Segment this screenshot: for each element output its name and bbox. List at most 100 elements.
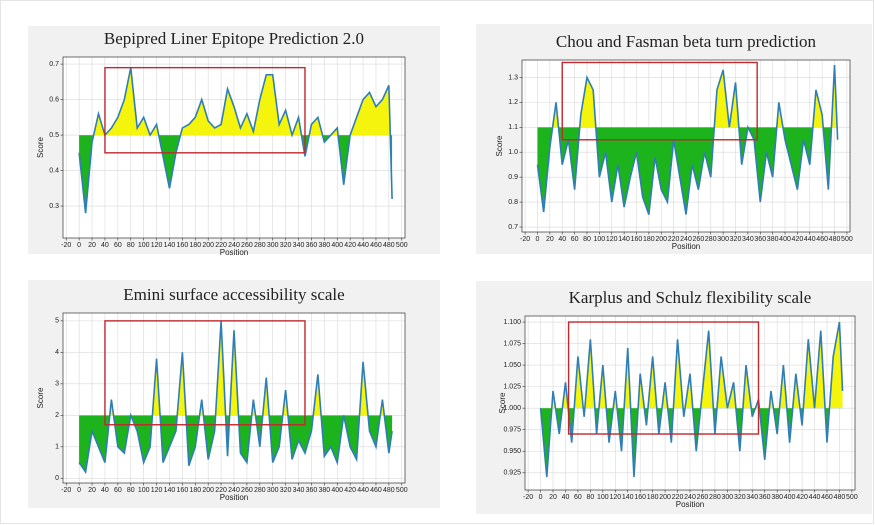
x-tick-label: 100 — [138, 487, 150, 494]
x-tick-label: 400 — [784, 494, 796, 501]
x-tick-label: 500 — [846, 494, 858, 501]
x-tick-label: 180 — [643, 236, 655, 243]
x-tick-label: 220 — [215, 242, 227, 249]
y-tick-label: 1.000 — [503, 405, 521, 412]
y-tick-label: 0.925 — [503, 470, 521, 477]
y-tick-label: 3 — [55, 381, 59, 388]
x-tick-label: 500 — [841, 236, 853, 243]
x-tick-label: 420 — [344, 242, 356, 249]
highlight-box — [104, 320, 306, 426]
x-tick-label: 140 — [622, 494, 634, 501]
x-axis-label: Position — [220, 493, 248, 502]
x-tick-label: 200 — [655, 236, 667, 243]
line — [78, 320, 393, 475]
x-tick-label: 340 — [293, 242, 305, 249]
x-tick-label: 460 — [370, 487, 382, 494]
x-tick-label: 440 — [357, 487, 369, 494]
x-tick-label: 320 — [730, 236, 742, 243]
x-tick-label: 460 — [821, 494, 833, 501]
y-tick-label: 0.7 — [508, 224, 518, 231]
x-tick-label: 100 — [594, 236, 606, 243]
x-tick-label: 240 — [228, 242, 240, 249]
x-tick-label: 260 — [693, 236, 705, 243]
x-tick-label: 340 — [293, 487, 305, 494]
x-tick-label: 320 — [734, 494, 746, 501]
x-tick-label: 300 — [267, 242, 279, 249]
x-tick-label: 280 — [705, 236, 717, 243]
x-tick-label: -20 — [61, 242, 71, 249]
x-tick-label: 60 — [114, 487, 122, 494]
y-tick-label: 1.100 — [503, 319, 521, 326]
x-tick-label: 280 — [254, 487, 266, 494]
x-tick-label: 20 — [88, 487, 96, 494]
x-tick-label: -20 — [523, 494, 533, 501]
x-tick-label: 420 — [344, 487, 356, 494]
y-tick-label: 1.025 — [503, 383, 521, 390]
y-axis-label: Score — [36, 137, 45, 158]
y-tick-label: 2 — [55, 412, 59, 419]
x-tick-label: 260 — [697, 494, 709, 501]
chart-title: Chou and Fasman beta turn prediction — [556, 32, 817, 51]
x-tick-label: 40 — [101, 487, 109, 494]
x-tick-label: -20 — [520, 236, 530, 243]
x-tick-label: 500 — [396, 487, 408, 494]
x-tick-label: 380 — [318, 487, 330, 494]
x-tick-label: 300 — [267, 487, 279, 494]
x-tick-label: 20 — [549, 494, 557, 501]
y-axis-label: Score — [495, 135, 504, 156]
x-tick-label: 120 — [606, 236, 618, 243]
x-tick-label: 40 — [101, 242, 109, 249]
y-tick-label: 0.4 — [49, 167, 59, 174]
y-tick-label: 0.9 — [508, 174, 518, 181]
x-tick-label: 320 — [280, 487, 292, 494]
x-axis-label: Position — [220, 248, 248, 257]
x-tick-label: 480 — [383, 487, 395, 494]
x-tick-label: 280 — [709, 494, 721, 501]
chart-title: Emini surface accessibility scale — [123, 285, 344, 304]
y-axis-label: Score — [36, 387, 45, 408]
x-tick-label: 340 — [746, 494, 758, 501]
y-tick-label: 0.950 — [503, 448, 521, 455]
x-tick-label: 160 — [631, 236, 643, 243]
x-tick-label: 380 — [318, 242, 330, 249]
y-tick-label: 1.050 — [503, 362, 521, 369]
y-tick-label: 1.1 — [508, 124, 518, 131]
x-tick-label: 440 — [357, 242, 369, 249]
x-tick-label: 320 — [280, 242, 292, 249]
y-tick-label: 0.3 — [49, 203, 59, 210]
x-tick-label: 500 — [396, 242, 408, 249]
y-axis-label: Score — [498, 392, 507, 413]
axes-frame — [62, 312, 406, 484]
x-tick-label: 0 — [539, 494, 543, 501]
x-tick-label: 240 — [684, 494, 696, 501]
x-tick-label: 360 — [306, 242, 318, 249]
x-tick-label: 20 — [546, 236, 554, 243]
x-tick-label: 260 — [241, 242, 253, 249]
chart-title: Bepipred Liner Epitope Prediction 2.0 — [104, 29, 364, 48]
line — [78, 67, 393, 214]
x-tick-label: 80 — [127, 242, 135, 249]
line — [539, 321, 844, 478]
chart-title: Karplus and Schulz flexibility scale — [569, 288, 812, 307]
x-tick-label: 380 — [771, 494, 783, 501]
x-tick-label: 360 — [759, 494, 771, 501]
x-tick-label: 180 — [189, 242, 201, 249]
x-tick-label: 120 — [151, 242, 163, 249]
x-tick-label: 0 — [77, 487, 81, 494]
x-tick-label: 100 — [138, 242, 150, 249]
x-tick-label: 220 — [215, 487, 227, 494]
x-tick-label: 100 — [597, 494, 609, 501]
x-tick-label: 0 — [536, 236, 540, 243]
x-tick-label: 160 — [177, 242, 189, 249]
x-tick-label: 80 — [586, 494, 594, 501]
x-tick-label: 440 — [804, 236, 816, 243]
axes-frame — [62, 56, 406, 239]
x-tick-label: 140 — [164, 487, 176, 494]
x-tick-label: 40 — [558, 236, 566, 243]
x-tick-label: 200 — [202, 487, 214, 494]
x-tick-label: 340 — [742, 236, 754, 243]
x-tick-label: 360 — [306, 487, 318, 494]
x-tick-label: 420 — [792, 236, 804, 243]
x-tick-label: 240 — [680, 236, 692, 243]
